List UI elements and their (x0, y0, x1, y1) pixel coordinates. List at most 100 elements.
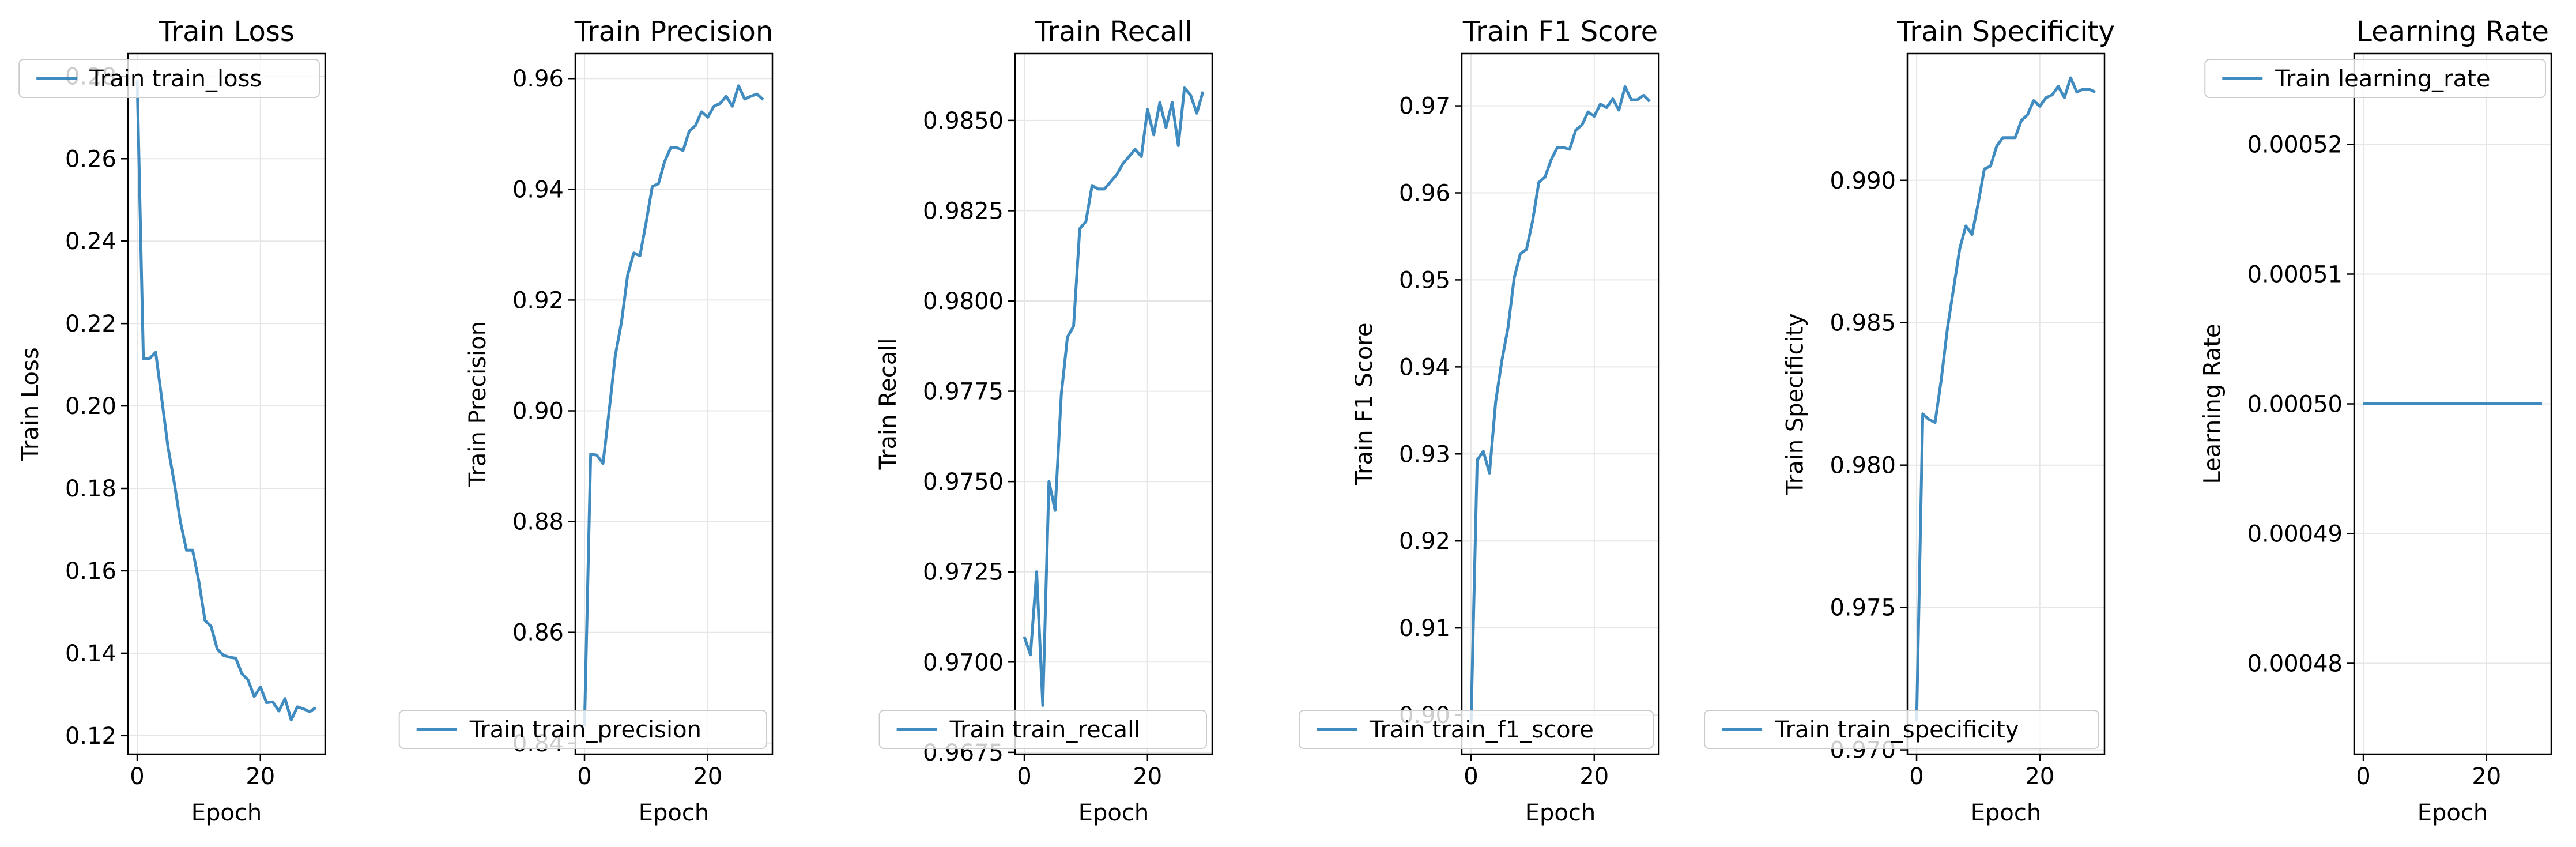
y-tick-label: 0.96 (512, 66, 564, 92)
legend-label: Train learning_rate (2275, 66, 2490, 92)
legend: Train train_recall (878, 710, 1207, 749)
y-tick-label: 0.00050 (2247, 391, 2343, 418)
y-tick-label: 0.9825 (923, 198, 1004, 224)
x-tick-label: 0 (1909, 763, 1923, 790)
y-tick-label: 0.9750 (923, 469, 1004, 495)
chart-panel-3: 0 200.96750.97000.97250.97500.97750.98000… (875, 16, 1213, 826)
axes-frame (574, 52, 774, 755)
y-axis-label: Train Specificity (1782, 313, 1809, 495)
series-line (135, 80, 317, 722)
series-line (1469, 85, 1651, 724)
legend-label: Train train_specificity (1774, 717, 2019, 743)
x-axis-label: Epoch (1078, 800, 1149, 826)
y-tick-label: 0.95 (1399, 267, 1450, 293)
chart-title: Train Specificity (1896, 16, 2115, 48)
x-tick-label: 0 (2356, 763, 2370, 790)
y-tick-label: 0.86 (512, 620, 564, 646)
y-axis-label: Train Precision (465, 321, 491, 487)
y-tick-label: 0.16 (65, 558, 116, 585)
series-line (583, 84, 764, 727)
legend-label: Train train_f1_score (1369, 717, 1594, 743)
axes-frame (1014, 52, 1213, 755)
chart-title: Train Precision (574, 16, 774, 48)
y-tick-label: 0.990 (1830, 168, 1896, 194)
legend-box (1704, 710, 2100, 749)
y-tick-label: 0.24 (65, 228, 116, 255)
y-tick-label: 0.975 (1830, 595, 1896, 622)
x-axis-label: Epoch (639, 800, 709, 826)
x-axis-label: Epoch (191, 800, 262, 826)
axes-frame (1461, 52, 1660, 755)
y-tick-label: 0.96 (1399, 180, 1450, 206)
chart-panel-6: 0 20 0.00048 0.00049 0.00050 0.00051 0.00052 Le… (2200, 16, 2552, 826)
y-tick-label: 0.94 (1399, 354, 1450, 381)
y-tick-label: 0.00052 (2247, 132, 2343, 159)
chart-title: Train Loss (158, 16, 295, 48)
y-tick-label: 0.12 (65, 723, 116, 750)
y-tick-label: 0.00048 (2247, 651, 2343, 677)
legend-box (2204, 59, 2547, 98)
x-axis-label: Epoch (1971, 800, 2041, 826)
x-axis-label: Epoch (2417, 800, 2488, 826)
y-tick-label: 0.88 (512, 509, 564, 536)
x-tick-label: 0 (1017, 763, 1031, 790)
axes-frame (1906, 52, 2106, 755)
x-tick-label: 20 (1579, 763, 1609, 790)
y-tick-label: 0.22 (65, 311, 116, 337)
y-axis-label: Train F1 Score (1351, 323, 1378, 486)
x-tick-label: 20 (693, 763, 722, 790)
x-tick-label: 20 (246, 763, 275, 790)
legend-box (878, 710, 1207, 749)
y-tick-label: 0.980 (1830, 453, 1896, 479)
legend: Train learning_rate (2204, 59, 2547, 98)
legend-box (18, 59, 320, 98)
legend: Train train_f1_score (1299, 710, 1654, 749)
y-tick-label: 0.9725 (923, 559, 1004, 586)
y-tick-label: 0.00051 (2247, 262, 2343, 288)
legend-box (398, 710, 767, 749)
y-tick-label: 0.985 (1830, 310, 1896, 337)
x-axis-label: Epoch (1525, 800, 1596, 826)
y-tick-label: 0.91 (1399, 615, 1450, 642)
legend: Train train_loss (18, 59, 320, 98)
x-tick-label: 20 (2472, 763, 2501, 790)
y-axis-label: Train Recall (875, 338, 902, 470)
y-tick-label: 0.14 (65, 641, 116, 667)
legend: Train train_precision (398, 710, 767, 749)
x-tick-label: 0 (130, 763, 144, 790)
y-axis-label: Learning Rate (2200, 323, 2226, 484)
legend: Train train_specificity (1704, 710, 2100, 749)
y-tick-label: 0.92 (512, 287, 564, 314)
chart-title: Train F1 Score (1462, 16, 1658, 48)
series-line (1023, 86, 1205, 707)
y-tick-label: 0.20 (65, 393, 116, 420)
chart-title: Learning Rate (2356, 16, 2549, 48)
chart-title: Train Recall (1034, 16, 1193, 48)
y-tick-label: 0.18 (65, 476, 116, 502)
y-tick-label: 0.90 (512, 398, 564, 425)
chart-panel-1: 0200.120.140.160.180.200.220.240.260.28T… (17, 16, 326, 826)
y-tick-label: 0.9800 (923, 288, 1004, 315)
x-tick-label: 20 (2025, 763, 2054, 790)
y-tick-label: 0.9775 (923, 379, 1004, 405)
y-tick-label: 0.94 (512, 176, 564, 203)
x-tick-label: 20 (1133, 763, 1162, 790)
chart-panel-4: 0200.900.910.920.930.940.950.960.97Train… (1299, 16, 1660, 826)
legend-box (1299, 710, 1654, 749)
x-tick-label: 0 (577, 763, 591, 790)
axes-frame (127, 52, 326, 755)
y-tick-label: 0.00049 (2247, 521, 2343, 548)
y-axis-label: Train Loss (17, 347, 44, 461)
y-tick-label: 0.93 (1399, 441, 1450, 468)
legend-label: Train train_recall (949, 717, 1141, 743)
y-tick-label: 0.26 (65, 146, 116, 172)
y-tick-label: 0.9700 (923, 649, 1004, 676)
legend-label: Train train_precision (469, 717, 701, 743)
y-tick-label: 0.97 (1399, 93, 1450, 120)
x-tick-label: 0 (1464, 763, 1478, 790)
legend-label: Train train_loss (89, 66, 262, 92)
y-tick-label: 0.92 (1399, 528, 1450, 555)
